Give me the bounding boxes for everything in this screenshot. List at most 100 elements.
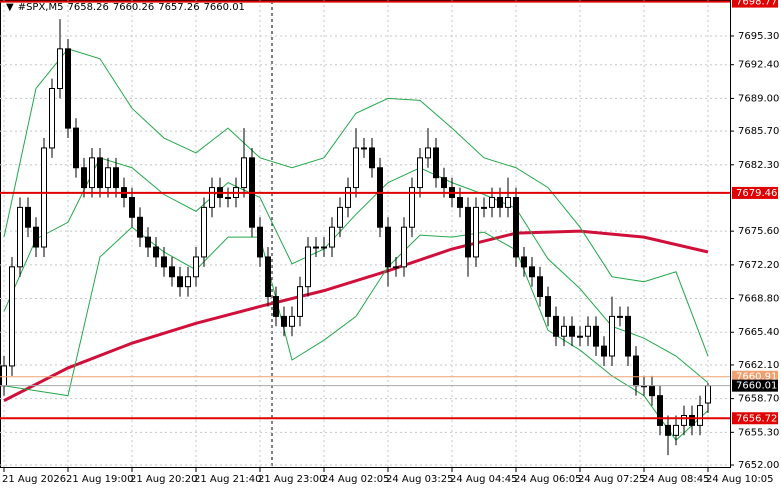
x-tick-label: 24 Aug 08:45: [642, 474, 709, 485]
y-tick-label: 7655.30: [738, 427, 779, 438]
candle-body: [241, 157, 247, 189]
x-tick-label: 21 Aug 23:00: [258, 474, 325, 485]
candle-body: [369, 147, 375, 169]
price-label: 7656.72: [736, 413, 777, 424]
candle-body: [561, 325, 567, 337]
candle-body: [273, 296, 279, 317]
candle-body: [281, 315, 287, 327]
candle-body: [193, 256, 199, 278]
low: 7657.26: [158, 2, 200, 13]
candle-body: [585, 325, 591, 337]
candle-body: [505, 196, 511, 208]
y-tick-label: 7652.00: [738, 460, 779, 471]
candle-body: [457, 196, 463, 208]
candle-body: [441, 177, 447, 189]
candle-body: [689, 414, 695, 426]
candle-body: [145, 236, 151, 248]
candle-body: [1, 365, 7, 387]
candle-body: [409, 187, 415, 228]
x-tick-label: 24 Aug 06:05: [514, 474, 581, 485]
candle-body: [353, 147, 359, 189]
y-tick-label: 7658.70: [738, 394, 779, 405]
candle-body: [137, 216, 143, 238]
y-tick-label: 7682.30: [738, 160, 779, 171]
candle-body: [593, 325, 599, 347]
indicator-line: [3, 226, 709, 442]
x-tick-label: 24 Aug 07:25: [578, 474, 645, 485]
candle-body: [465, 206, 471, 258]
candle-body: [65, 48, 71, 129]
candle-body: [697, 405, 703, 426]
candle-body: [297, 286, 303, 317]
candle-body: [185, 276, 191, 288]
dropdown-arrow[interactable]: ▼: [6, 2, 14, 13]
candle-body: [361, 147, 367, 150]
candle-body: [529, 266, 535, 278]
candle-body: [89, 157, 95, 189]
candle-body: [601, 345, 607, 357]
candle-body: [129, 196, 135, 218]
candle-body: [265, 256, 271, 298]
candle-body: [481, 206, 487, 209]
y-tick-label: 7675.60: [738, 226, 779, 237]
candle-body: [201, 206, 207, 258]
y-tick-label: 7672.20: [738, 260, 779, 271]
candle-body: [105, 167, 111, 189]
candle-body: [625, 315, 631, 357]
candle-body: [569, 325, 575, 337]
candle-body: [9, 266, 15, 367]
x-tick-label: 21 Aug 19:00: [66, 474, 133, 485]
candle-body: [537, 276, 543, 298]
candle-body: [113, 167, 119, 189]
candle-body: [705, 385, 711, 404]
candle-body: [153, 246, 159, 258]
candle-body: [385, 226, 391, 268]
y-tick-label: 7662.10: [738, 360, 779, 371]
price-label-bg: [732, 379, 778, 392]
candle-body: [545, 296, 551, 317]
candle-body: [433, 147, 439, 179]
close: 7660.01: [203, 2, 245, 13]
price-label: 7660.91: [736, 372, 777, 383]
price-label: 7698.77: [736, 0, 777, 8]
candle-body: [497, 196, 503, 208]
candle-body: [33, 226, 39, 248]
candle-body: [617, 315, 623, 318]
candle-body: [209, 187, 215, 208]
x-tick-label: 24 Aug 02:05: [322, 474, 389, 485]
candle-body: [313, 246, 319, 249]
candle-body: [49, 87, 55, 149]
x-tick-label: 24 Aug 10:05: [706, 474, 773, 485]
candle-body: [257, 226, 263, 258]
indicator-line: [3, 157, 709, 384]
candle-body: [57, 48, 63, 89]
candle-body: [25, 206, 31, 228]
candle-body: [681, 414, 687, 426]
candle-body: [673, 424, 679, 436]
price-label-bg: [732, 186, 778, 199]
open: 7658.26: [67, 2, 109, 13]
candle-body: [417, 157, 423, 189]
candle-body: [17, 206, 23, 268]
candle-body: [425, 147, 431, 159]
x-tick-label: 21 Aug 20:20: [130, 474, 197, 485]
y-tick-label: 7692.40: [738, 60, 779, 71]
x-tick-label: 21 Aug 21:40: [194, 474, 261, 485]
candle-body: [513, 196, 519, 258]
indicator-line: [3, 48, 709, 357]
indicator-line: [3, 229, 709, 402]
candle-body: [305, 246, 311, 288]
header: ▼ #SPX,M5 7658.26 7660.26 7657.26 7660.01: [6, 2, 249, 13]
candle-body: [553, 315, 559, 337]
candle-body: [345, 187, 351, 208]
candle-body: [489, 196, 495, 208]
y-tick-label: 7695.30: [738, 31, 779, 42]
price-label-bg: [732, 0, 778, 8]
candle-body: [97, 157, 103, 189]
candle-body: [393, 266, 399, 269]
y-tick-label: 7689.00: [738, 93, 779, 104]
x-tick-label: 21 Aug 2026: [2, 474, 66, 485]
candle-body: [609, 315, 615, 357]
high: 7660.26: [112, 2, 155, 13]
